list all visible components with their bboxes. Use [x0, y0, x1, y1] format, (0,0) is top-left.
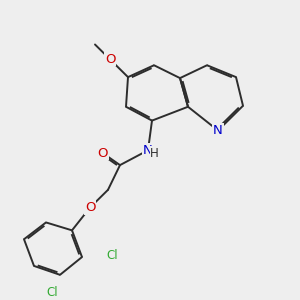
Text: O: O [85, 201, 95, 214]
Text: N: N [213, 124, 223, 137]
Text: O: O [98, 147, 108, 160]
Text: H: H [150, 147, 159, 160]
Text: Cl: Cl [106, 249, 118, 262]
Text: Cl: Cl [46, 286, 58, 299]
Text: N: N [143, 144, 153, 157]
Text: O: O [105, 53, 115, 66]
